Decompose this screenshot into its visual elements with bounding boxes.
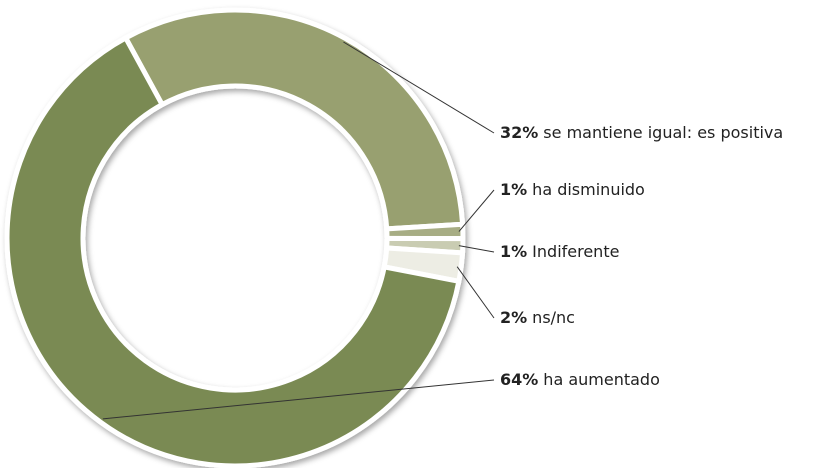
segment-name: ha aumentado	[543, 370, 660, 389]
segment-value: 1%	[500, 242, 527, 261]
segment-name: ha disminuido	[532, 180, 645, 199]
segment-label: 64% ha aumentado	[500, 370, 660, 389]
segment-name: ns/nc	[532, 308, 575, 327]
leader-line	[458, 245, 495, 253]
leader-line	[102, 379, 495, 420]
labels: 32% se mantiene igual: es positiva 1% ha di…	[102, 41, 783, 420]
segment-label: 1% ha disminuido	[500, 180, 645, 199]
leader-line	[456, 266, 495, 319]
segment-value: 32%	[500, 123, 538, 142]
segment-name: se mantiene igual: es positiva	[543, 123, 783, 142]
leader-line	[458, 189, 495, 232]
donut-segment	[122, 7, 466, 232]
segment-label: 2% ns/nc	[500, 308, 575, 327]
segment-value: 1%	[500, 180, 527, 199]
donut-segment	[4, 34, 462, 468]
segment-label: 32% se mantiene igual: es positiva	[500, 123, 783, 142]
leader-line	[343, 41, 495, 134]
donut	[4, 7, 466, 468]
segment-value: 64%	[500, 370, 538, 389]
segment-label: 1% Indiferente	[500, 242, 619, 261]
segment-value: 2%	[500, 308, 527, 327]
segment-name: Indiferente	[532, 242, 619, 261]
